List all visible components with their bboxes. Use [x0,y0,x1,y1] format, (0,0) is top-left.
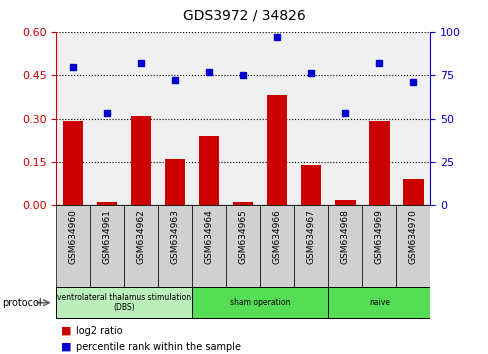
Bar [90,205,124,287]
Text: GSM634960: GSM634960 [69,209,78,264]
Bar [294,205,327,287]
Bar [192,287,327,318]
Text: log2 ratio: log2 ratio [76,326,122,336]
Bar [233,202,253,205]
Bar [362,205,395,287]
Bar [327,287,429,318]
Bar [368,121,389,205]
Bar [124,205,158,287]
Text: ventrolateral thalamus stimulation
(DBS): ventrolateral thalamus stimulation (DBS) [57,293,191,312]
Text: GSM634961: GSM634961 [102,209,112,264]
Text: GSM634968: GSM634968 [340,209,349,264]
Text: GSM634962: GSM634962 [137,209,145,264]
Bar [165,159,185,205]
Bar [63,121,83,205]
Text: percentile rank within the sample: percentile rank within the sample [76,342,240,352]
Bar [192,205,226,287]
Text: GSM634970: GSM634970 [408,209,417,264]
Text: naive: naive [368,298,389,307]
Bar [334,200,355,205]
Text: GSM634969: GSM634969 [374,209,383,264]
Text: protocol: protocol [2,298,42,308]
Text: GSM634967: GSM634967 [306,209,315,264]
Text: GSM634963: GSM634963 [170,209,180,264]
Bar [97,202,117,205]
Bar [327,205,362,287]
Bar [56,205,90,287]
Text: GDS3972 / 34826: GDS3972 / 34826 [183,9,305,23]
Text: GSM634965: GSM634965 [238,209,247,264]
Bar [402,179,423,205]
Text: ■: ■ [61,326,71,336]
Bar [199,136,219,205]
Text: GSM634964: GSM634964 [204,209,213,264]
Bar [395,205,429,287]
Bar [226,205,260,287]
Bar [56,287,192,318]
Text: GSM634966: GSM634966 [272,209,281,264]
Text: ■: ■ [61,342,71,352]
Bar [131,116,151,205]
Bar [158,205,192,287]
Bar [266,96,287,205]
Bar [260,205,294,287]
Bar [301,165,321,205]
Text: sham operation: sham operation [230,298,290,307]
